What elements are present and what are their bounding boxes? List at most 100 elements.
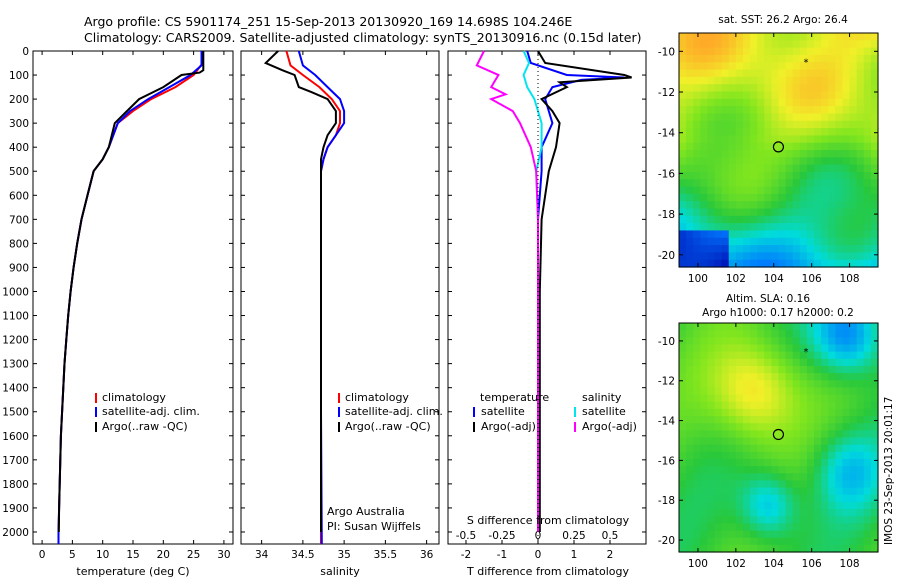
map-cell (799, 230, 808, 239)
depth-tick-label: 600 (9, 190, 29, 202)
map-cell (806, 150, 815, 158)
map-y-tick-label: -14 (658, 416, 675, 428)
map-cell (821, 523, 829, 532)
map-cell (842, 337, 851, 346)
map-cell (757, 473, 765, 482)
map-cell (806, 387, 815, 396)
imos-stamp: IMOS 23-Sep-2013 20:01:17 (883, 397, 895, 545)
map-cell (771, 245, 780, 253)
map-cell (806, 480, 815, 489)
map-cell (742, 416, 751, 424)
map-cell (771, 69, 780, 78)
map-cell (728, 373, 737, 381)
map-cell (849, 523, 858, 532)
map-cell (721, 69, 730, 78)
map-cell (792, 537, 801, 546)
map-cell (814, 466, 822, 474)
map-cell (814, 98, 822, 107)
map-cell (742, 351, 751, 360)
map-cell (778, 259, 787, 268)
map-cell (700, 128, 709, 136)
map-cell (835, 473, 844, 482)
reference-star-marker: * (803, 57, 808, 68)
map-cell (750, 91, 758, 100)
map-cell (792, 252, 801, 261)
map-cell (856, 516, 865, 524)
map-cell (693, 416, 701, 424)
map-cell (863, 373, 872, 381)
map-cell (870, 193, 879, 202)
map-cell (821, 401, 829, 410)
map-cell (856, 451, 865, 460)
map-cell (686, 69, 694, 78)
map-cell (700, 157, 709, 166)
map-cell (764, 237, 772, 246)
x-tick-label: 36 (420, 549, 434, 561)
map-cell (764, 351, 772, 360)
sla-map-title-line2: Argo h1000: 0.17 h2000: 0.2 (702, 307, 854, 319)
map-cell (835, 179, 844, 188)
map-cell (693, 380, 701, 389)
map-cell (700, 466, 709, 474)
map-cell (870, 128, 879, 136)
map-cell (792, 380, 801, 389)
map-cell (863, 387, 872, 396)
map-cell (757, 494, 765, 503)
map-cell (785, 215, 794, 224)
map-cell (742, 186, 751, 195)
map-cell (707, 387, 716, 396)
map-cell (856, 501, 865, 510)
map-cell (870, 380, 879, 389)
map-cell (863, 523, 872, 532)
map-cell (771, 544, 780, 553)
map-cell (821, 373, 829, 381)
argo-position-marker (772, 141, 785, 153)
map-cell (821, 337, 829, 346)
map-cell (778, 530, 787, 539)
map-cell (806, 54, 815, 63)
map-cell (693, 501, 701, 510)
s-tick-label: 0.25 (562, 530, 585, 542)
map-cell (764, 358, 772, 367)
map-cell (714, 120, 723, 129)
map-cell (856, 444, 865, 453)
map-cell (742, 215, 751, 224)
map-cell (792, 245, 801, 253)
map-cell (764, 373, 772, 381)
map-cell (750, 113, 758, 122)
map-cell (721, 215, 730, 224)
argo-position-marker (772, 428, 785, 441)
map-cell (771, 223, 780, 232)
map-cell (721, 201, 730, 210)
map-cell (870, 150, 879, 158)
map-cell (742, 530, 751, 539)
map-cell (735, 365, 744, 374)
map-cell (835, 106, 844, 115)
map-cell (735, 69, 744, 78)
map-cell (686, 98, 694, 107)
map-cell (778, 387, 787, 396)
map-cell (849, 487, 858, 496)
map-cell (679, 530, 687, 539)
map-cell (814, 76, 822, 85)
map-cell (757, 76, 765, 85)
map-cell (686, 150, 694, 158)
map-cell (856, 523, 865, 532)
map-cell (714, 480, 723, 489)
map-cell (821, 128, 829, 136)
map-cell (778, 501, 787, 510)
map-cell (849, 544, 858, 553)
map-cell (764, 157, 772, 166)
map-cell (806, 186, 815, 195)
map-cell (835, 171, 844, 180)
depth-tick-label: 900 (9, 262, 29, 274)
map-cell (799, 437, 808, 446)
map-cell (764, 135, 772, 144)
map-cell (814, 430, 822, 439)
map-cell (806, 408, 815, 417)
map-cell (785, 84, 794, 93)
map-cell (728, 113, 737, 122)
map-cell (778, 245, 787, 253)
map-cell (856, 252, 865, 261)
map-cell (721, 537, 730, 546)
